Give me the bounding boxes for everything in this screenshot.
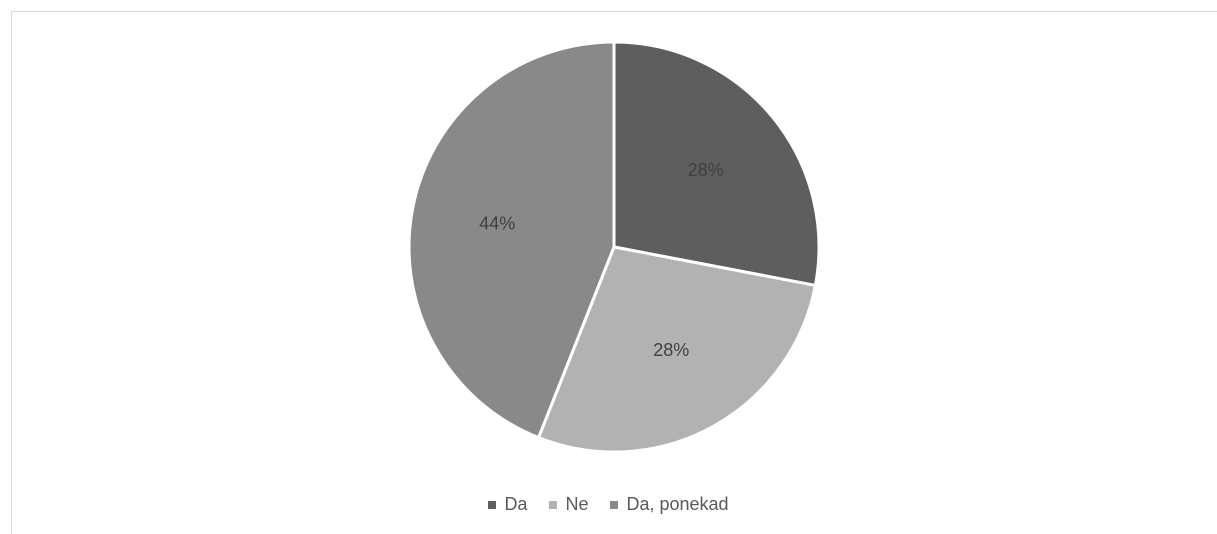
- legend-label-da: Da: [504, 494, 528, 514]
- legend-swatch-da: [488, 500, 497, 509]
- legend-item-da-ponekad: Da, ponekad: [610, 494, 729, 515]
- legend-item-da: Da: [488, 494, 527, 515]
- data-label-ne: 28%: [653, 340, 689, 360]
- legend-label-da-ponekad: Da, ponekad: [626, 494, 729, 514]
- data-label-da-ponekad: 44%: [479, 213, 515, 233]
- legend: Da Ne Da, ponekad: [0, 494, 1217, 515]
- legend-item-ne: Ne: [549, 494, 588, 515]
- legend-swatch-da-ponekad: [610, 500, 619, 509]
- pie-slice-ne: [537, 245, 817, 454]
- pie-slice-da: [612, 40, 821, 287]
- legend-swatch-ne: [549, 500, 558, 509]
- legend-label-ne: Ne: [565, 494, 589, 514]
- pie-slice-da-ponekad: [407, 40, 616, 440]
- data-label-da: 28%: [688, 160, 724, 180]
